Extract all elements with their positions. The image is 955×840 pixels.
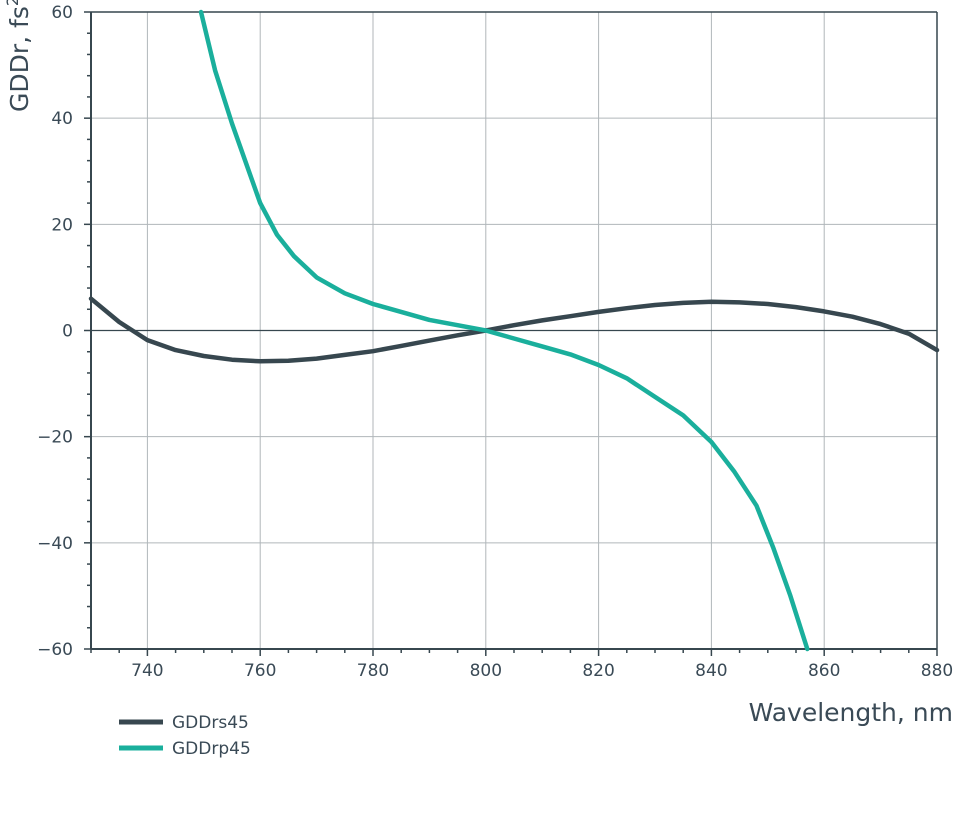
y-axis-title: GDDr, fs2	[3, 0, 34, 112]
y-tick-label: −20	[37, 428, 73, 448]
y-tick-label: −40	[37, 534, 73, 554]
y-tick-label: −60	[37, 640, 73, 660]
legend-label: GDDrp45	[172, 739, 251, 759]
x-tick-label: 840	[695, 661, 727, 681]
y-tick-label: 20	[51, 215, 73, 235]
x-tick-label: 800	[470, 661, 502, 681]
grid	[91, 11, 938, 650]
x-axis: 740 760 780 800 820 840 860 880	[90, 649, 953, 681]
x-tick-label: 820	[582, 661, 614, 681]
x-tick-label: 860	[808, 661, 840, 681]
series-layer	[88, 9, 940, 652]
series-line-gddrp45	[198, 9, 810, 652]
y-tick-label: 40	[51, 109, 73, 129]
y-axis-title-text: GDDr, fs	[5, 6, 34, 112]
x-axis-title: Wavelength, nm	[749, 698, 953, 727]
y-axis-title-superscript: 2	[3, 0, 22, 6]
y-tick-label: 0	[62, 322, 73, 342]
x-tick-label: 780	[357, 661, 389, 681]
x-tick-label: 740	[131, 661, 163, 681]
y-tick-label: 60	[51, 3, 73, 23]
x-tick-label: 760	[244, 661, 276, 681]
legend: GDDrs45 GDDrp45	[119, 713, 251, 759]
series-line-gddrs45	[88, 296, 940, 364]
y-axis: −60 −40 −20 0 20 40 60	[37, 3, 91, 660]
legend-label: GDDrs45	[172, 713, 249, 733]
x-tick-label: 880	[921, 661, 953, 681]
